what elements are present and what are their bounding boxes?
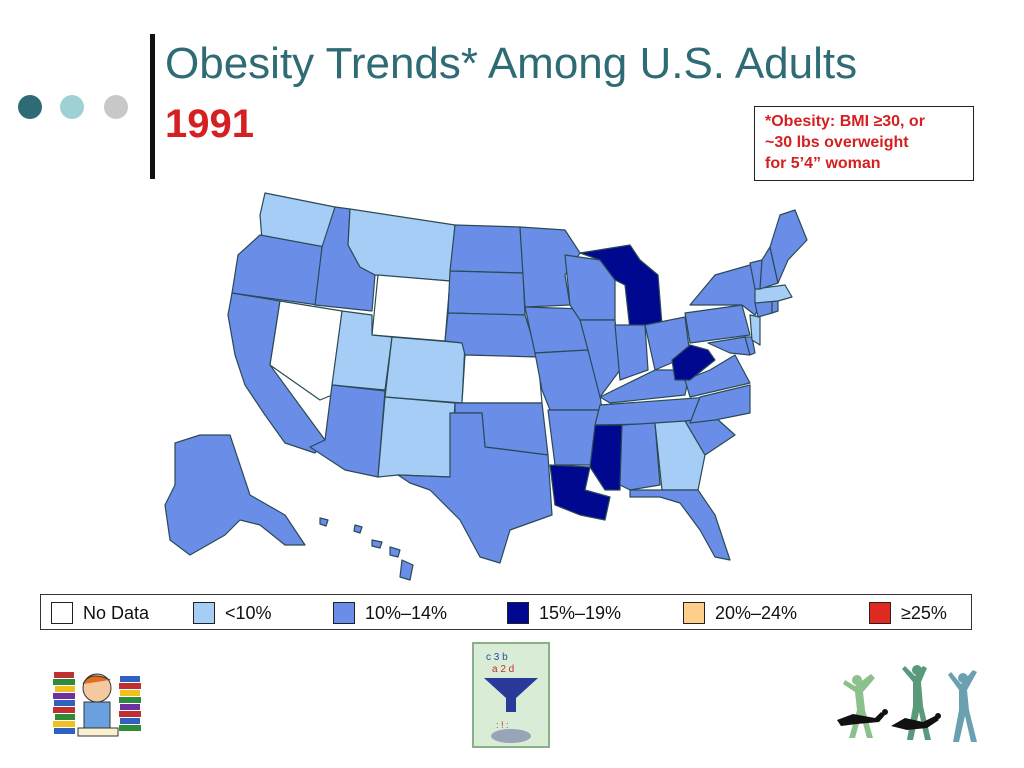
- state-NJ: [749, 314, 761, 346]
- state-ME: [769, 209, 808, 284]
- legend-label: 10%–14%: [365, 602, 448, 623]
- title-divider: [150, 34, 155, 179]
- state-MS: [589, 424, 623, 491]
- decor-dot-2: [60, 95, 84, 119]
- svg-text:: ! :: : ! :: [496, 720, 509, 730]
- legend-swatch: [193, 602, 215, 624]
- state-ND: [449, 224, 524, 274]
- funnel-clipart: c 3 b a 2 d : ! :: [472, 642, 550, 748]
- state-WV: [671, 344, 716, 381]
- legend-label: ≥25%: [901, 602, 947, 623]
- state-NC: [689, 384, 751, 424]
- legend-label: No Data: [83, 602, 150, 623]
- legend-label: <10%: [225, 602, 272, 623]
- legend-label: 15%–19%: [539, 602, 622, 623]
- state-DE: [744, 336, 756, 356]
- state-AL: [619, 422, 661, 491]
- state-GA: [654, 420, 706, 491]
- state-FL: [629, 489, 731, 561]
- state-CT: [754, 300, 773, 318]
- state-VA: [684, 354, 751, 398]
- legend: No Data <10% 10%–14% 15%–19% 20%–24% ≥25…: [40, 594, 972, 630]
- state-TX: [397, 412, 553, 564]
- decor-dot-1: [18, 95, 42, 119]
- state-AK: [164, 434, 306, 556]
- state-OR: [231, 234, 326, 306]
- legend-item: <10%: [193, 600, 272, 626]
- slide-title: Obesity Trends* Among U.S. Adults: [165, 39, 858, 88]
- legend-swatch: [507, 602, 529, 624]
- footnote-line: ~30 lbs overweight: [765, 134, 909, 151]
- state-HI: [319, 517, 414, 581]
- legend-swatch: [869, 602, 891, 624]
- footnote-box: *Obesity: BMI ≥30, or ~30 lbs overweight…: [754, 106, 974, 181]
- state-KS: [461, 354, 543, 404]
- legend-label: 20%–24%: [715, 602, 798, 623]
- svg-text:a 2 d: a 2 d: [492, 664, 514, 675]
- legend-item: 10%–14%: [333, 600, 447, 626]
- state-LA: [549, 464, 611, 521]
- slide-year: 1991: [165, 102, 254, 146]
- state-PA: [684, 304, 751, 344]
- state-WY: [371, 274, 451, 342]
- legend-item: No Data: [51, 600, 149, 626]
- legend-item: 15%–19%: [507, 600, 621, 626]
- state-IN: [614, 324, 649, 381]
- us-map: [164, 192, 808, 581]
- legend-swatch: [333, 602, 355, 624]
- state-MA: [754, 284, 793, 304]
- legend-item: ≥25%: [869, 600, 947, 626]
- state-RI: [771, 300, 779, 314]
- state-NM: [377, 396, 456, 478]
- legend-swatch: [683, 602, 705, 624]
- student-books-clipart: [53, 672, 141, 737]
- footnote-line: for 5’4” woman: [765, 155, 881, 172]
- state-AZ: [309, 384, 386, 478]
- svg-text:c 3 b: c 3 b: [486, 652, 508, 663]
- footnote-line: *Obesity: BMI ≥30, or: [765, 113, 925, 130]
- state-CO: [384, 336, 466, 404]
- state-NV: [269, 300, 343, 401]
- legend-swatch: [51, 602, 73, 624]
- decor-dot-3: [104, 95, 128, 119]
- state-SD: [447, 270, 526, 316]
- legend-item: 20%–24%: [683, 600, 797, 626]
- state-IL: [579, 319, 621, 398]
- dancers-clipart: [837, 665, 977, 742]
